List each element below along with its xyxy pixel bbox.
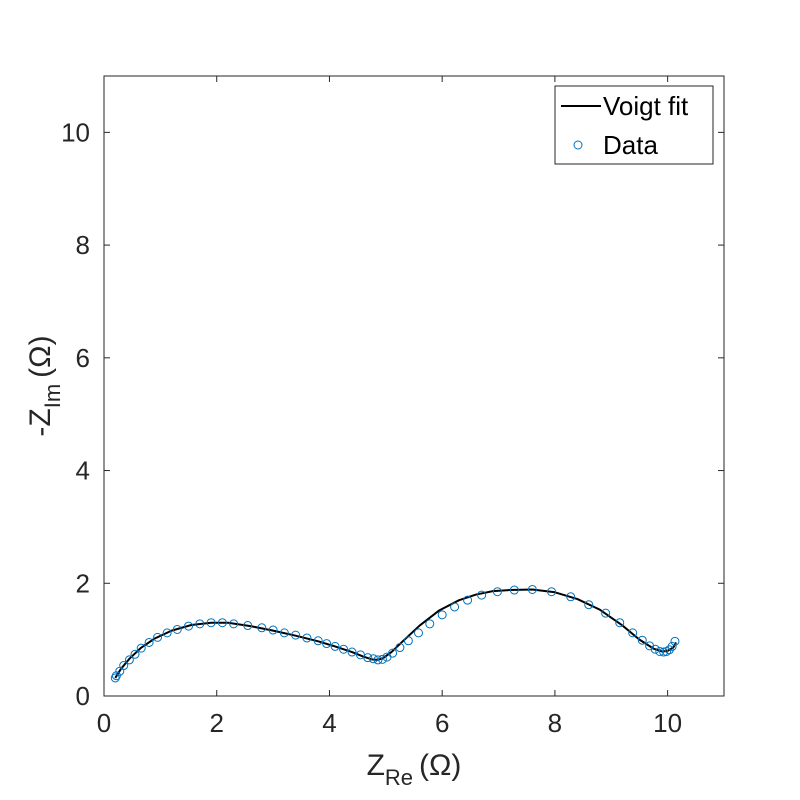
data-point (492, 587, 502, 597)
data-point (330, 641, 340, 651)
data-point (124, 655, 134, 665)
data-point (119, 661, 129, 671)
data-point (130, 649, 140, 659)
data-point (257, 623, 267, 633)
data-point (527, 584, 537, 594)
x-tick-label: 4 (322, 708, 336, 738)
legend: Voigt fit Data (554, 85, 714, 165)
data-point (566, 592, 576, 602)
data-point (184, 621, 194, 631)
legend-box (554, 85, 714, 165)
data-point (667, 641, 677, 651)
y-axis-label-sub: Im (40, 384, 65, 408)
data-point (377, 654, 387, 664)
plot-frame (103, 75, 725, 697)
data-point (388, 648, 398, 658)
data-point (395, 643, 405, 653)
legend-fit-label: Voigt fit (603, 91, 689, 121)
voigt-fit-line (114, 588, 677, 679)
series (110, 584, 680, 683)
data-point (144, 637, 154, 647)
data-point (628, 628, 638, 638)
data-point (206, 618, 216, 628)
data-point (509, 585, 519, 595)
data-point (243, 621, 253, 631)
data-point (313, 636, 323, 646)
data-point (110, 673, 120, 683)
data-point (650, 644, 660, 654)
data-point (279, 628, 289, 638)
x-axis-label-sub: Re (385, 765, 413, 790)
data-point (368, 654, 378, 664)
legend-data-swatch (573, 140, 583, 150)
x-axis-label: ZRe (Ω) (367, 749, 462, 790)
data-point (111, 671, 121, 681)
y-axis-label-unit: (Ω) (24, 335, 57, 377)
y-tick-label: 6 (76, 343, 90, 373)
legend-data-label: Data (603, 130, 658, 160)
data-point (463, 595, 473, 605)
data-point (670, 636, 680, 646)
y-axis-label: -ZIm (Ω) (24, 335, 65, 436)
data-point (195, 619, 205, 629)
data-point (291, 630, 301, 640)
data-point (322, 639, 332, 649)
data-point (601, 608, 611, 618)
data-point (373, 655, 383, 665)
y-tick-label: 0 (76, 681, 90, 711)
data-point (403, 636, 413, 646)
data-point (425, 619, 435, 629)
x-tick-label: 6 (435, 708, 449, 738)
data-point (450, 602, 460, 612)
data-point (172, 624, 182, 634)
data-point (662, 646, 672, 656)
x-tick-labels: 0 2 4 6 8 10 (97, 708, 682, 738)
data-point (339, 644, 349, 654)
data-point (615, 618, 625, 628)
data-point (547, 587, 557, 597)
data-point (584, 600, 594, 610)
x-axis-label-main: Z (367, 749, 385, 782)
data-point (229, 619, 239, 629)
y-tick-label: 10 (61, 117, 90, 147)
x-tick-label: 10 (653, 708, 682, 738)
data-point (437, 610, 447, 620)
x-axis-label-unit: (Ω) (419, 749, 461, 782)
data-point (162, 628, 172, 638)
data-point (268, 625, 278, 635)
x-tick-label: 8 (548, 708, 562, 738)
y-tick-labels: 0 2 4 6 8 10 (61, 117, 90, 711)
x-tick-label: 2 (209, 708, 223, 738)
data-point (347, 647, 357, 657)
y-tick-label: 4 (76, 456, 90, 486)
y-axis-label-main: -Z (24, 408, 57, 436)
data-point (302, 633, 312, 643)
data-point (217, 618, 227, 628)
data-point (363, 653, 373, 663)
data-point (136, 643, 146, 653)
plot-area (104, 76, 724, 696)
data-point (655, 646, 665, 656)
y-tick-label: 8 (76, 230, 90, 260)
data-point (637, 635, 647, 645)
y-tick-label: 2 (76, 568, 90, 598)
data-point (477, 590, 487, 600)
data-point (153, 632, 163, 642)
data-point (414, 628, 424, 638)
x-tick-label: 0 (97, 708, 111, 738)
